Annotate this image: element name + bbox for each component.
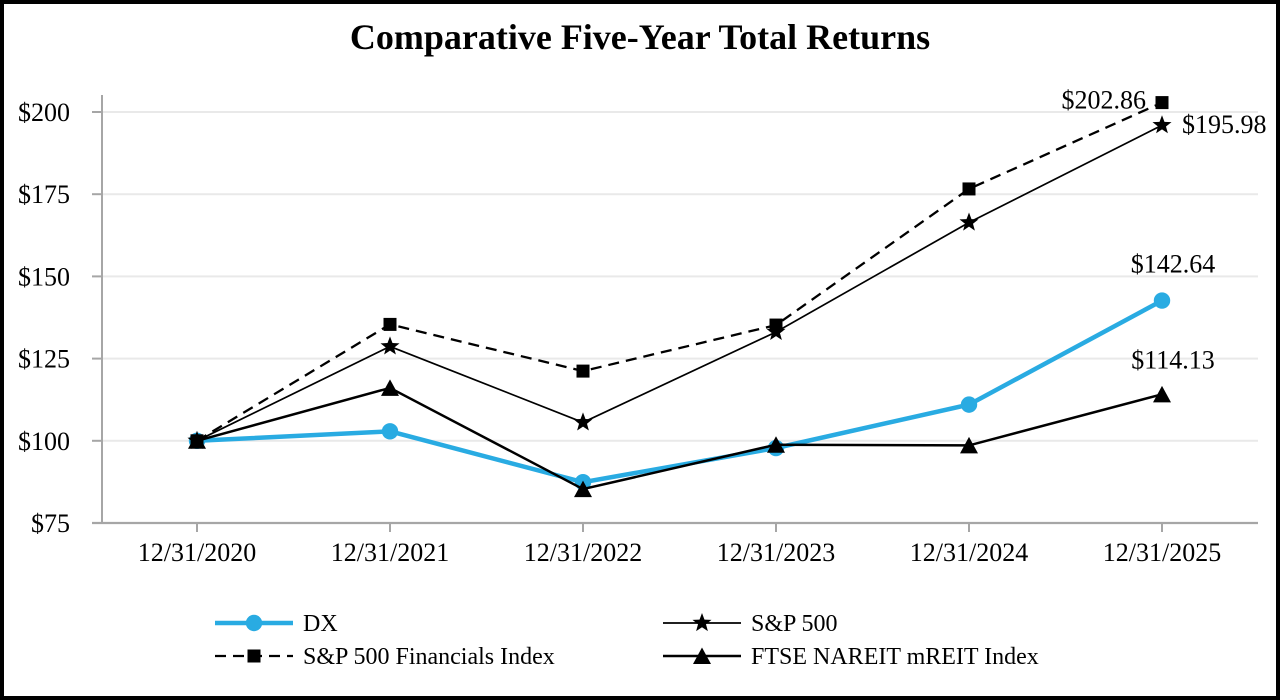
square-marker xyxy=(962,182,976,196)
series-end-value-label: $195.98 xyxy=(1182,110,1267,139)
legend-item-ftse-nareit-mreit-index: FTSE NAREIT mREIT Index xyxy=(663,644,1039,670)
legend-item-s-p-500-financials-index: S&P 500 Financials Index xyxy=(215,644,555,670)
triangle-marker xyxy=(574,480,592,498)
star-marker xyxy=(1152,115,1172,134)
triangle-marker xyxy=(693,647,711,664)
triangle-marker xyxy=(1153,385,1171,403)
y-axis-label: $150 xyxy=(18,262,70,291)
triangle-marker xyxy=(960,436,978,454)
series-s-p-500-financials-index xyxy=(190,96,1169,448)
legend-item-s-p-500: S&P 500 xyxy=(663,611,837,637)
y-axis-label: $75 xyxy=(31,509,70,538)
x-axis-label: 12/31/2022 xyxy=(524,538,642,567)
square-marker xyxy=(769,318,783,332)
series-end-value-label: $114.13 xyxy=(1131,345,1215,374)
legend-label: S&P 500 xyxy=(751,611,837,637)
x-axis-label: 12/31/2024 xyxy=(910,538,1028,567)
square-marker xyxy=(1155,96,1169,110)
star-marker xyxy=(959,212,979,231)
circle-marker xyxy=(381,423,399,440)
y-axis-label: $200 xyxy=(18,98,70,127)
chart-title: Comparative Five-Year Total Returns xyxy=(349,17,931,57)
legend-item-dx: DX xyxy=(215,611,338,637)
series-dx xyxy=(188,292,1171,491)
series-ftse-nareit-mreit-index xyxy=(188,379,1171,498)
star-marker xyxy=(573,412,593,431)
square-marker xyxy=(190,434,204,448)
triangle-marker xyxy=(381,379,399,396)
legend-label: S&P 500 Financials Index xyxy=(303,644,555,670)
circle-marker xyxy=(245,614,263,632)
square-marker xyxy=(383,317,397,331)
y-axis-label: $175 xyxy=(18,180,70,209)
y-axis-label: $125 xyxy=(18,345,70,374)
circle-marker xyxy=(1153,292,1171,309)
star-marker xyxy=(692,613,712,632)
x-axis-label: 12/31/2021 xyxy=(331,538,449,567)
y-axis-label: $100 xyxy=(18,427,70,456)
x-axis-label: 12/31/2020 xyxy=(138,538,256,567)
triangle-marker xyxy=(767,436,785,453)
legend-label: DX xyxy=(303,611,338,637)
series-line xyxy=(196,101,1163,442)
square-marker xyxy=(247,649,261,663)
series-end-value-label: $202.86 xyxy=(1062,86,1147,115)
series-line xyxy=(196,386,1163,491)
square-marker xyxy=(576,364,590,378)
x-axis-label: 12/31/2025 xyxy=(1103,538,1221,567)
series-line xyxy=(196,124,1163,442)
x-axis-label: 12/31/2023 xyxy=(717,538,835,567)
circle-marker xyxy=(960,396,978,413)
legend-label: FTSE NAREIT mREIT Index xyxy=(751,644,1039,670)
series-end-value-label: $142.64 xyxy=(1131,250,1216,279)
star-marker xyxy=(380,336,400,355)
series-line xyxy=(196,298,1164,485)
